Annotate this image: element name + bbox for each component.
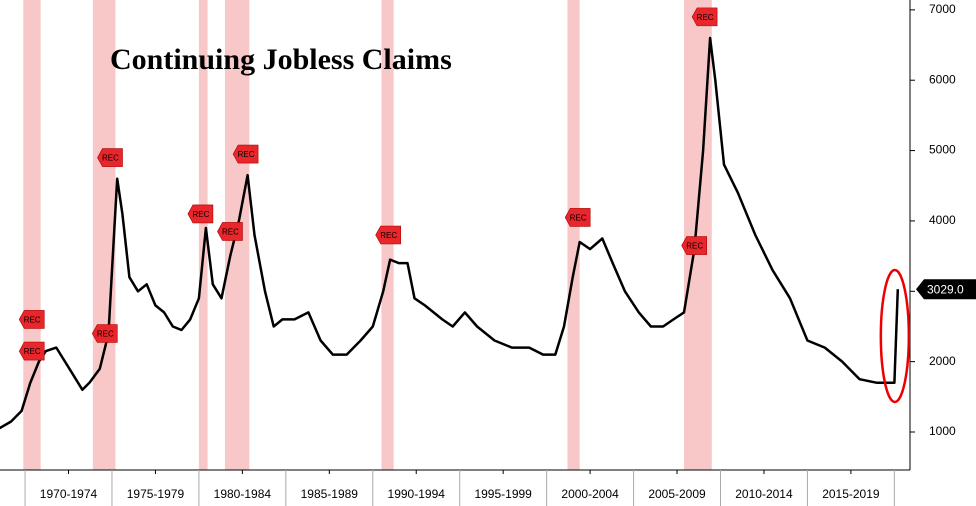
x-tick-label: 2010-2014 bbox=[735, 487, 793, 501]
last-value-label: 3029.0 bbox=[927, 282, 964, 296]
y-tick-label: 5000 bbox=[929, 143, 956, 157]
rec-flag-label: REC bbox=[686, 242, 703, 251]
rec-flag bbox=[18, 341, 45, 361]
y-tick-label: 2000 bbox=[929, 354, 956, 368]
rec-flag bbox=[217, 222, 243, 241]
rec-flag-label: REC bbox=[192, 210, 209, 219]
x-tick-label: 1990-1994 bbox=[388, 487, 446, 501]
rec-flag-label: REC bbox=[102, 154, 119, 163]
y-tick-label: 1000 bbox=[929, 424, 956, 438]
rec-flag-label: REC bbox=[24, 316, 41, 325]
rec-flag bbox=[564, 208, 591, 227]
x-tick-label: 2015-2019 bbox=[822, 487, 880, 501]
rec-flag bbox=[187, 204, 214, 224]
rec-flag-label: REC bbox=[380, 231, 397, 240]
x-tick-label: 2005-2009 bbox=[648, 487, 706, 501]
y-tick-label: 4000 bbox=[929, 213, 956, 227]
rec-flag bbox=[97, 148, 123, 167]
recession-band bbox=[198, 0, 208, 470]
series-line bbox=[0, 36, 900, 430]
rec-flag bbox=[232, 144, 259, 164]
rec-flag bbox=[91, 324, 118, 343]
rec-flag-label: REC bbox=[97, 330, 114, 339]
x-tick-label: 1995-1999 bbox=[474, 487, 532, 501]
y-tick-label: 6000 bbox=[929, 72, 956, 86]
rec-flag-label: REC bbox=[697, 13, 714, 22]
rec-flag-label: REC bbox=[24, 347, 41, 356]
x-tick-label: 1970-1974 bbox=[40, 487, 98, 501]
chart-title: Continuing Jobless Claims bbox=[110, 43, 452, 76]
y-tick-label: 7000 bbox=[929, 2, 956, 16]
rec-flag bbox=[18, 310, 45, 329]
highlight-circle bbox=[879, 268, 911, 404]
rec-flag bbox=[681, 236, 707, 255]
x-tick-label: 1980-1984 bbox=[214, 487, 272, 501]
last-value-box bbox=[916, 279, 976, 300]
rec-flag-label: REC bbox=[570, 214, 587, 223]
recession-band bbox=[567, 0, 580, 470]
rec-flag-label: REC bbox=[238, 150, 255, 159]
x-tick-label: 2000-2004 bbox=[561, 487, 619, 501]
rec-flag-label: REC bbox=[222, 228, 239, 237]
x-tick-label: 1985-1989 bbox=[301, 487, 359, 501]
rec-flag bbox=[691, 7, 718, 27]
rec-flag bbox=[375, 225, 401, 245]
x-tick-label: 1975-1979 bbox=[127, 487, 185, 501]
recession-band bbox=[92, 0, 116, 470]
